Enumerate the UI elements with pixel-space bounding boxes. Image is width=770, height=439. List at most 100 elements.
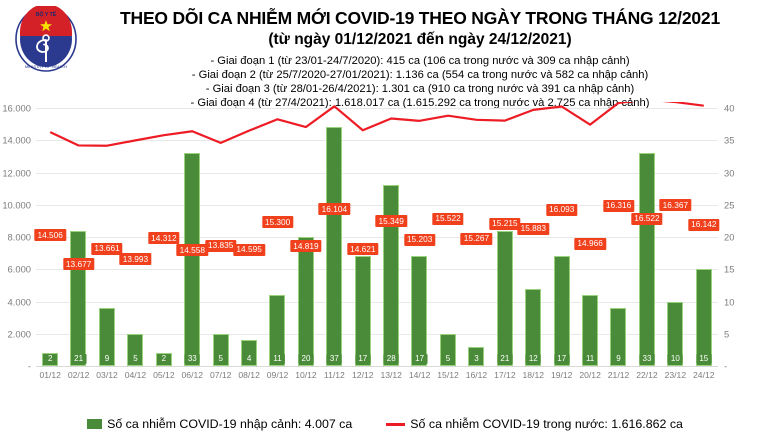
bar-value-label: 33: [639, 354, 655, 364]
line-value-label: 15.883: [517, 222, 549, 235]
bar-column[interactable]: 17: [548, 108, 576, 366]
bar-column[interactable]: 9: [93, 108, 121, 366]
ministry-of-health-vietnam-logo: BỘ Y TẾ MINISTRY OF HEALTH: [15, 6, 77, 72]
legend-label-imported: Số ca nhiễm COVID-19 nhập cảnh: 4.007 ca: [107, 417, 353, 431]
chart-plot-area: 2 21 9 5 2 33 5 4 11 20 37 17 28 17 5 3 21 12 17 11 9 33 10 15 …: [0, 102, 770, 408]
y-axis-right-tick: 15: [724, 263, 735, 275]
bar-column[interactable]: 5: [434, 108, 462, 366]
bar: [610, 307, 627, 366]
phase-line-1: - Giai đoạn 1 (từ 23/01-24/7/2020): 415 …: [210, 55, 630, 67]
bar: [297, 237, 314, 366]
bar-column[interactable]: 17: [349, 108, 377, 366]
bar: [411, 256, 428, 366]
gridline: [36, 108, 718, 109]
x-axis-tick: 02/12: [67, 370, 90, 380]
gridline: [36, 172, 718, 174]
bar: [695, 269, 712, 366]
y-axis-left-tick: 4.000: [7, 296, 31, 307]
x-axis-tick: 10/12: [295, 370, 317, 380]
bar-column[interactable]: 5: [121, 108, 149, 366]
x-axis-tick: 21/12: [607, 370, 630, 380]
y-axis-right-tick: -: [724, 360, 728, 372]
line-value-label: 15.215: [489, 217, 521, 230]
bar-column[interactable]: 4: [235, 108, 263, 366]
chart-header: BỘ Y TẾ MINISTRY OF HEALTH THEO DÕI CA N…: [0, 0, 770, 112]
bar-column[interactable]: 11: [263, 108, 291, 366]
bar-value-label: 2: [158, 354, 170, 364]
line-value-label: 15.522: [432, 212, 464, 225]
y-axis-right-tick: 25: [724, 199, 735, 211]
bar-column[interactable]: 20: [292, 108, 320, 366]
x-axis-tick: 11/12: [323, 370, 345, 380]
gridline: [36, 333, 718, 335]
line-value-label: 15.349: [375, 215, 407, 228]
line-value-label: 16.522: [631, 212, 663, 225]
y-axis-left-tick: 12.000: [2, 167, 31, 178]
line-value-label: 14.506: [34, 229, 66, 242]
x-axis-tick: 13/12: [380, 370, 402, 380]
x-axis-tick: 16/12: [465, 370, 488, 380]
x-axis-tick: 01/12: [39, 370, 61, 380]
line-value-label: 16.142: [688, 218, 720, 231]
bar-column[interactable]: 28: [377, 108, 405, 366]
line-value-label: 13.993: [119, 253, 152, 266]
bar: [383, 185, 399, 366]
bar-column[interactable]: 3: [462, 108, 490, 366]
bar-column[interactable]: 33: [178, 108, 206, 366]
gridline: [36, 366, 718, 367]
bar-column[interactable]: 5: [207, 108, 235, 366]
line-value-label: 14.558: [176, 244, 208, 257]
line-series: [49, 102, 704, 147]
bar-column[interactable]: 12: [519, 108, 547, 366]
bar-column[interactable]: 15: [690, 108, 718, 366]
bar: [269, 295, 286, 366]
bar-column[interactable]: 10: [661, 108, 689, 366]
line-value-label: 15.203: [403, 233, 436, 246]
bar-value-label: 2: [44, 354, 56, 364]
x-axis-tick: 24/12: [693, 370, 715, 380]
legend-item-imported: Số ca nhiễm COVID-19 nhập cảnh: 4.007 ca: [87, 417, 352, 431]
bar-value-label: 9: [613, 354, 624, 364]
bar-column[interactable]: 37: [320, 108, 348, 366]
bar: [581, 295, 598, 366]
bar-value-label: 17: [554, 354, 570, 364]
y-axis-left-tick: 2.000: [7, 328, 31, 340]
bar: [638, 153, 655, 366]
x-axis-tick: 06/12: [181, 370, 204, 380]
bar-column[interactable]: 2: [36, 108, 64, 366]
x-axis-tick: 19/12: [550, 370, 573, 380]
bar-value-label: 3: [471, 354, 482, 364]
legend-label-domestic: Số ca nhiễm COVID-19 trong nước: 1.616.8…: [410, 417, 683, 431]
bar-value-label: 11: [270, 354, 285, 364]
bar-column[interactable]: 2: [150, 108, 178, 366]
y-axis-right-tick: 40: [724, 102, 735, 114]
legend-swatch-line-icon: [386, 422, 406, 426]
bar-column[interactable]: 33: [633, 108, 661, 366]
x-axis-tick: 03/12: [96, 370, 118, 380]
phase-line-3: - Giai đoạn 3 (từ 28/01-26/4/2021): 1.30…: [205, 83, 635, 95]
y-axis-left-tick: -: [27, 360, 31, 372]
y-axis-right-tick: 20: [724, 231, 735, 243]
bar-column[interactable]: 21: [491, 108, 519, 366]
svg-text:BỘ Y TẾ: BỘ Y TẾ: [36, 10, 57, 18]
bar: [496, 230, 513, 366]
line-value-label: 13.677: [62, 258, 95, 271]
x-axis-tick: 20/12: [579, 370, 601, 380]
line-value-label: 13.661: [91, 242, 123, 255]
chart-legend: Số ca nhiễm COVID-19 nhập cảnh: 4.007 ca…: [0, 412, 770, 436]
bar-value-label: 5: [215, 354, 226, 364]
y-axis-left-tick: 16.000: [2, 102, 31, 114]
x-axis-tick: 07/12: [209, 370, 232, 380]
x-axis-tick: 08/12: [238, 370, 260, 380]
y-axis-left-tick: 10.000: [2, 199, 31, 211]
y-axis-right-tick: 10: [724, 296, 735, 307]
bar-value-label: 21: [71, 354, 87, 364]
x-axis-tick: 05/12: [153, 370, 175, 380]
y-axis-left-tick: 14.000: [2, 134, 31, 146]
bar-value-label: 28: [383, 354, 399, 364]
bar-column[interactable]: 17: [405, 108, 433, 366]
bar-column[interactable]: 11: [576, 108, 604, 366]
bar: [553, 256, 570, 366]
bar-column[interactable]: 9: [604, 108, 632, 366]
bar-value-label: 9: [101, 354, 113, 364]
